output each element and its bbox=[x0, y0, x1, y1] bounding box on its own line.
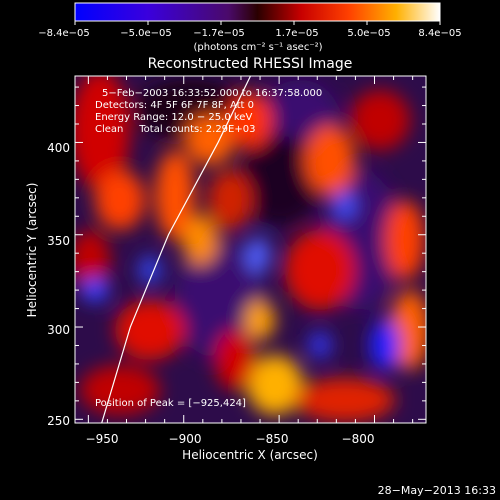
x-tick-label: −950 bbox=[86, 432, 119, 446]
annotation-detectors: Detectors: 4F 5F 6F 7F 8F, Att 0 bbox=[95, 100, 254, 111]
x-tick-label: −900 bbox=[169, 432, 202, 446]
y-tick-label: 400 bbox=[47, 141, 70, 155]
y-tick-label: 300 bbox=[47, 323, 70, 337]
peak-position-label: Position of Peak = [−925,424] bbox=[95, 398, 246, 409]
colorbar-tick-label: −1.7e−05 bbox=[193, 28, 245, 39]
annotation-time: 5−Feb−2003 16:33:52.000 to 16:37:58.000 bbox=[102, 88, 322, 99]
chart-title: Reconstructed RHESSI Image bbox=[148, 56, 353, 72]
colorbar-tick-label: 1.7e−05 bbox=[275, 28, 318, 39]
y-tick-label: 250 bbox=[47, 414, 70, 428]
axis-ticks bbox=[75, 76, 426, 423]
x-axis-label: Heliocentric X (arcsec) bbox=[182, 448, 318, 462]
annotation-energy: Energy Range: 12.0 − 25.0 keV bbox=[95, 112, 252, 123]
x-tick-label: −850 bbox=[256, 432, 289, 446]
colorbar-unit-label: (photons cm⁻² s⁻¹ asec⁻²) bbox=[193, 42, 322, 53]
colorbar-tick-label: −5.0e−05 bbox=[120, 28, 172, 39]
solar-limb-line bbox=[101, 76, 252, 423]
colorbar bbox=[74, 2, 441, 22]
x-tick-label: −800 bbox=[342, 432, 375, 446]
colorbar-tick-label: 5.0e−05 bbox=[347, 28, 390, 39]
colorbar-ticks bbox=[74, 21, 441, 25]
y-axis-label: Heliocentric Y (arcsec) bbox=[25, 183, 39, 318]
colorbar-tick-label: 8.4e−05 bbox=[418, 28, 461, 39]
y-tick-label: 350 bbox=[47, 234, 70, 248]
annotation-clean: Clean Total counts: 2.29E+03 bbox=[95, 124, 255, 135]
heatmap-image bbox=[75, 76, 426, 423]
plot-frame bbox=[74, 75, 427, 424]
colorbar-tick-label: −8.4e−05 bbox=[38, 28, 90, 39]
footer-timestamp: 28−May−2013 16:33 bbox=[378, 484, 496, 497]
